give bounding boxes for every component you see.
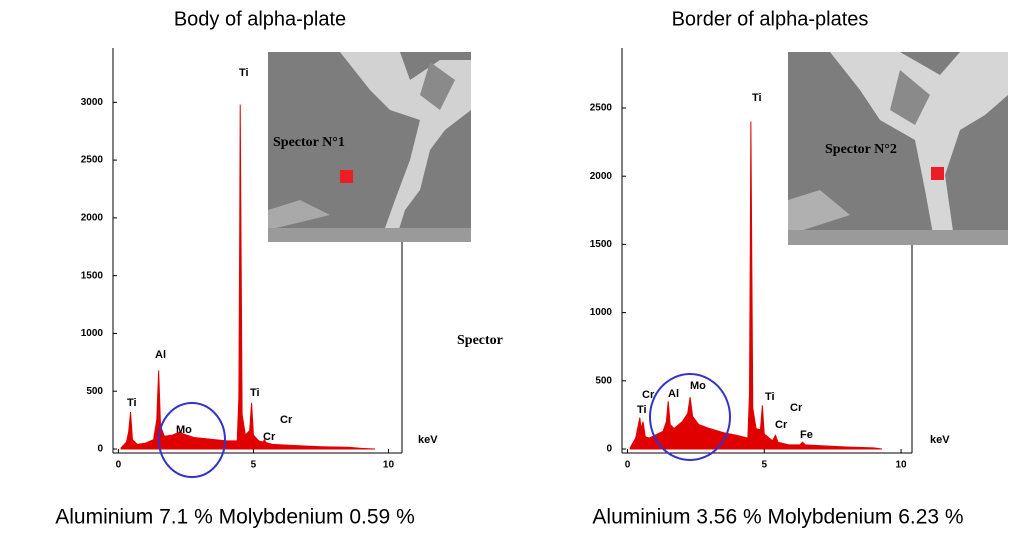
y-tick-label: 1000 (81, 328, 104, 339)
peak-label: Mo (176, 424, 192, 436)
y-tick-label: 0 (97, 444, 103, 455)
x-tick-label: 10 (383, 460, 395, 471)
x-tick-label: 5 (761, 460, 767, 471)
peak-label: Ti (250, 387, 260, 399)
peak-label: Cr (263, 431, 276, 443)
peak-label: keV (418, 434, 438, 446)
peak-label: Fe (800, 429, 813, 441)
y-tick-label: 2000 (81, 213, 104, 224)
peak-label: keV (930, 434, 950, 446)
y-tick-label: 500 (86, 386, 103, 397)
y-tick-label: 2500 (81, 155, 104, 166)
y-tick-label: 2000 (590, 171, 613, 182)
caption: Aluminium 7.1 % Molybdenium 0.59 % (55, 506, 415, 529)
x-tick-label: 0 (116, 460, 122, 471)
inset-label: Spector N°1 (273, 135, 345, 150)
peak-label: Mo (690, 380, 706, 392)
y-tick-label: 1500 (590, 239, 613, 250)
peak-label: Al (155, 349, 166, 361)
y-tick-label: 2500 (590, 103, 613, 114)
y-tick-label: 500 (595, 375, 612, 386)
y-tick-label: 1500 (81, 270, 104, 281)
peak-label: Cr (775, 419, 788, 431)
x-tick-label: 10 (895, 460, 907, 471)
inset-label: Spector N°2 (825, 142, 897, 157)
y-tick-label: 1000 (590, 307, 613, 318)
peak-label: Ti (752, 92, 762, 104)
x-tick-label: 0 (625, 460, 631, 471)
peak-label: Ti (637, 404, 647, 416)
peak-label: Al (668, 388, 679, 400)
chart-title: Body of alpha-plate (174, 8, 346, 30)
chart-title: Border of alpha-plates (672, 8, 869, 30)
peak-label: Cr (280, 414, 293, 426)
peak-label: Ti (765, 391, 775, 403)
inset-image-2 (788, 52, 1008, 245)
y-tick-label: 0 (606, 444, 612, 455)
peak-label: Ti (239, 67, 249, 79)
figure: Border of alpha-plates Aluminium 3.56 % M… (0, 0, 1024, 539)
y-tick-label: 3000 (81, 97, 104, 108)
peak-label: Ti (127, 397, 137, 409)
center-label: Spector (457, 333, 503, 348)
caption: Aluminium 3.56 % Molybdenium 6.23 % (592, 506, 963, 529)
peak-label: Cr (790, 402, 803, 414)
x-tick-label: 5 (251, 460, 257, 471)
